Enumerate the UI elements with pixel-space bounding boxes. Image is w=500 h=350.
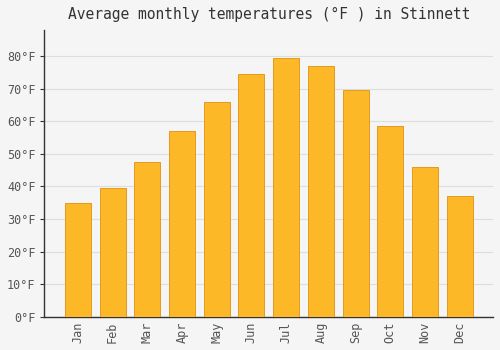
Bar — [342, 90, 368, 317]
Bar — [308, 66, 334, 317]
Bar — [65, 203, 91, 317]
Bar — [238, 74, 264, 317]
Bar — [100, 188, 126, 317]
Bar — [273, 58, 299, 317]
Bar — [412, 167, 438, 317]
Bar — [204, 102, 230, 317]
Bar — [134, 162, 160, 317]
Bar — [446, 196, 472, 317]
Title: Average monthly temperatures (°F ) in Stinnett: Average monthly temperatures (°F ) in St… — [68, 7, 470, 22]
Bar — [169, 131, 195, 317]
Bar — [377, 126, 404, 317]
